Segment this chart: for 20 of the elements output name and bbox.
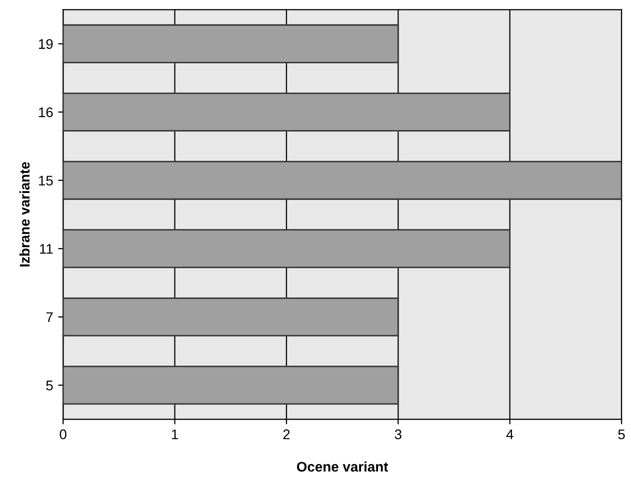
y-tick-label: 15 <box>38 176 53 186</box>
bar <box>63 160 622 200</box>
x-tick-label: 2 <box>283 429 290 440</box>
bar <box>63 297 399 336</box>
bar <box>63 229 511 268</box>
x-tick-label: 4 <box>506 430 514 440</box>
x-tick-label: 1 <box>172 430 178 440</box>
y-tick-label: 16 <box>38 107 53 118</box>
x-axis-title: Ocene variant <box>296 461 388 472</box>
bar <box>63 366 399 405</box>
x-tick-label: 0 <box>60 429 66 440</box>
y-tick-label: 11 <box>40 244 53 254</box>
y-tick-label: 5 <box>46 380 53 390</box>
x-tick-label: 5 <box>618 430 625 440</box>
bar <box>63 92 511 132</box>
x-tick-label: 3 <box>394 429 402 440</box>
bar <box>63 24 399 64</box>
y-tick-label: 19 <box>38 39 53 49</box>
y-axis-title: Izbrane variante <box>19 162 30 266</box>
y-tick-label: 7 <box>46 312 53 322</box>
